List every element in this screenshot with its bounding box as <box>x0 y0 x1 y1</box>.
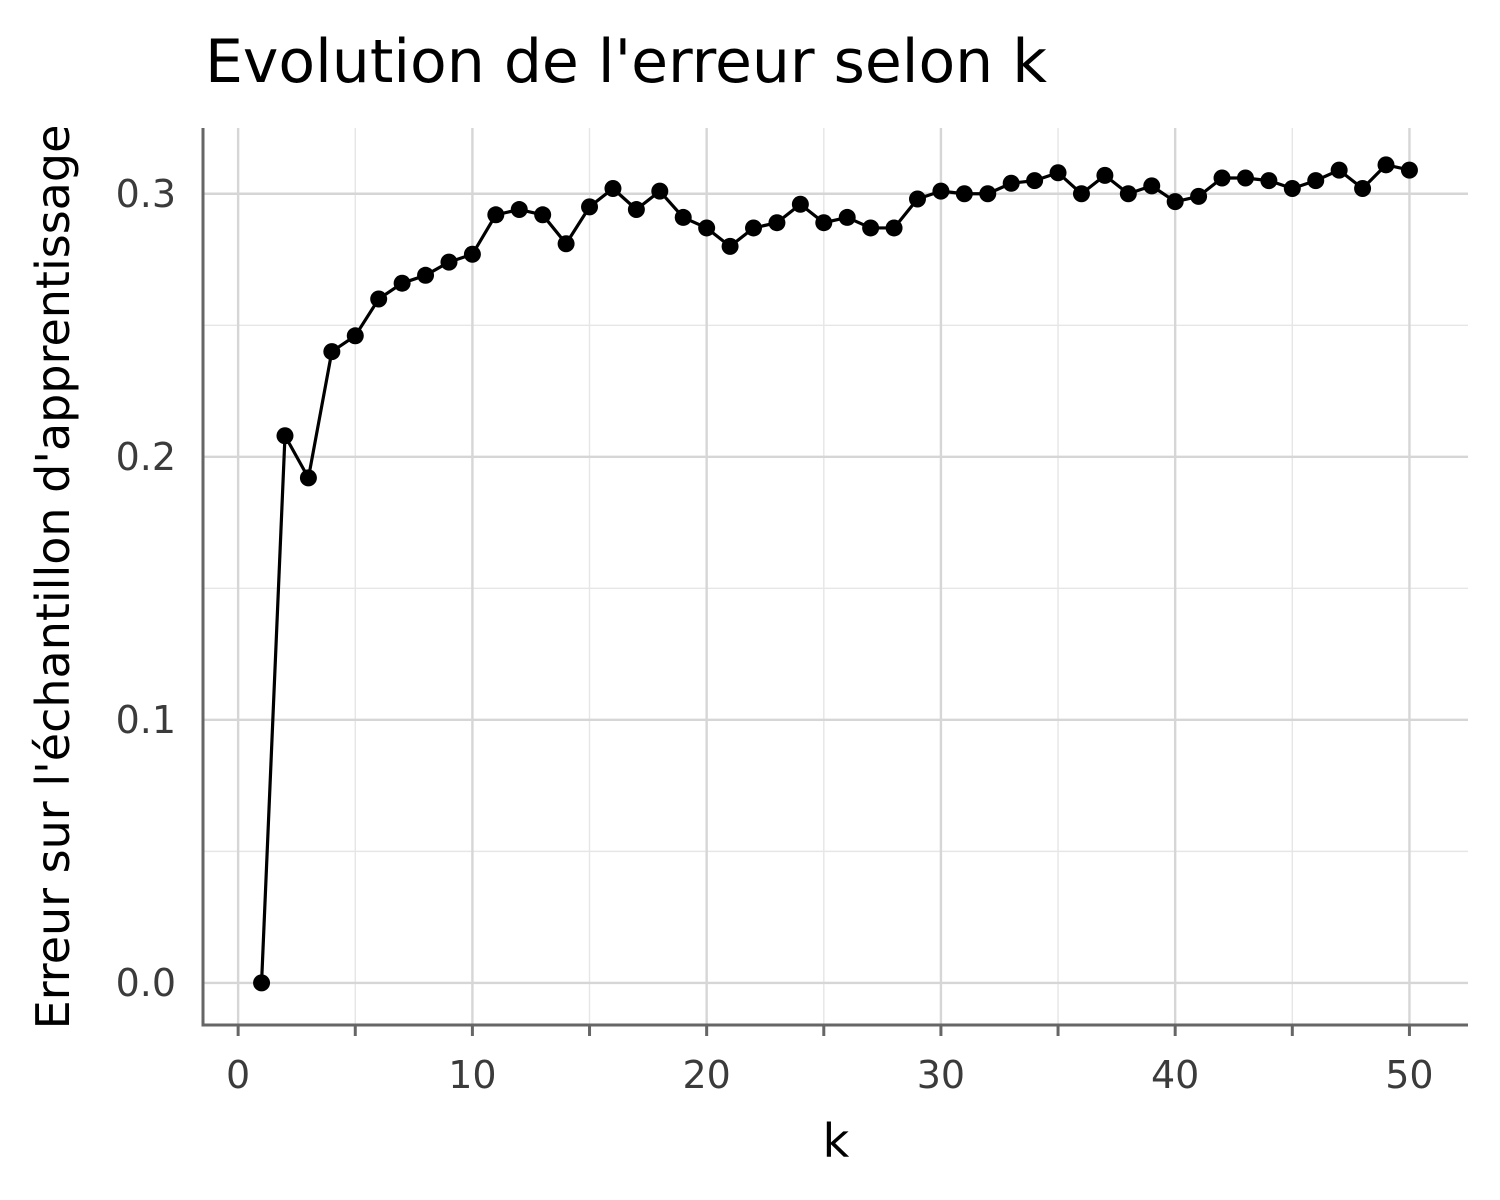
data-point <box>815 214 833 232</box>
x-axis-title: k <box>823 1114 850 1168</box>
data-point <box>1049 164 1067 182</box>
data-point <box>253 974 271 992</box>
data-point <box>346 327 364 345</box>
data-point <box>440 253 458 271</box>
data-point <box>370 290 388 308</box>
data-point <box>581 198 599 216</box>
series-line <box>259 163 1410 983</box>
data-point <box>979 185 997 203</box>
data-point <box>1307 172 1325 190</box>
data-point <box>698 219 716 237</box>
y-tick-label: 0.3 <box>116 172 176 216</box>
data-point <box>534 206 552 224</box>
data-point <box>1143 177 1161 195</box>
y-tick-labels: 0.0 0.1 0.2 0.3 <box>116 172 176 1005</box>
x-tick-label: 10 <box>448 1053 496 1097</box>
data-point <box>908 190 926 208</box>
data-point <box>1236 169 1254 187</box>
data-point <box>955 185 973 203</box>
data-point <box>1354 180 1372 198</box>
data-point <box>1026 172 1044 190</box>
x-tick-labels: 0 10 20 30 40 50 <box>226 1053 1434 1097</box>
data-point <box>463 245 481 263</box>
grid <box>203 128 1468 1025</box>
y-tick-label: 0.2 <box>116 435 176 479</box>
data-point <box>1260 172 1278 190</box>
data-point <box>604 180 622 198</box>
data-point <box>838 208 856 226</box>
data-point <box>1377 156 1395 174</box>
data-point <box>487 206 505 224</box>
data-point <box>1072 185 1090 203</box>
y-tick-label: 0.0 <box>116 961 176 1005</box>
data-point <box>627 201 645 219</box>
data-point <box>721 237 739 255</box>
x-tick-label: 40 <box>1151 1053 1199 1097</box>
y-tick-label: 0.1 <box>116 698 176 742</box>
data-point <box>1190 187 1208 205</box>
data-point <box>791 195 809 213</box>
data-point <box>417 266 435 284</box>
data-point <box>745 219 763 237</box>
x-tick-label: 0 <box>226 1053 250 1097</box>
data-point <box>932 182 950 200</box>
axes <box>201 128 1468 1036</box>
data-point <box>1096 166 1114 184</box>
x-tick-label: 50 <box>1385 1053 1433 1097</box>
data-point <box>299 469 317 487</box>
series <box>253 156 1418 992</box>
data-point <box>1166 193 1184 211</box>
y-axis-title: Erreur sur l'échantillon d'apprentissage <box>26 125 80 1030</box>
data-point <box>768 214 786 232</box>
data-point <box>651 182 669 200</box>
data-point <box>1283 180 1301 198</box>
data-point <box>323 343 341 361</box>
data-point <box>1400 161 1418 179</box>
data-point <box>276 427 294 445</box>
data-point <box>557 235 575 253</box>
x-tick-label: 20 <box>682 1053 730 1097</box>
data-point <box>1330 161 1348 179</box>
data-point <box>1119 185 1137 203</box>
data-point <box>674 208 692 226</box>
data-point <box>1213 169 1231 187</box>
data-point <box>885 219 903 237</box>
data-point <box>393 274 411 292</box>
chart-title: Evolution de l'erreur selon k <box>205 27 1047 97</box>
x-tick-label: 30 <box>917 1053 965 1097</box>
data-point <box>1002 174 1020 192</box>
data-point <box>862 219 880 237</box>
data-point <box>510 201 528 219</box>
